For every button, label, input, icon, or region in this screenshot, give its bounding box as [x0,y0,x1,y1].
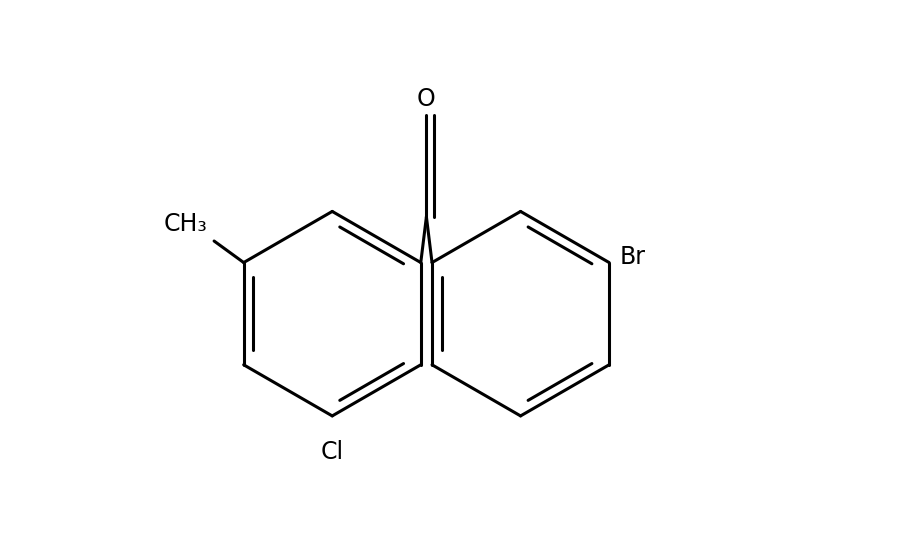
Text: O: O [416,88,435,112]
Text: Br: Br [619,245,645,269]
Text: Cl: Cl [321,440,343,464]
Text: CH₃: CH₃ [164,211,208,236]
